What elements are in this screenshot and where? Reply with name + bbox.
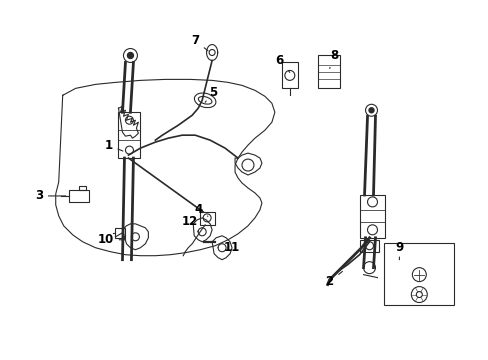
Text: 10: 10 bbox=[97, 233, 125, 246]
Text: 4: 4 bbox=[194, 203, 207, 216]
Text: 1: 1 bbox=[104, 139, 122, 152]
Text: 3: 3 bbox=[35, 189, 66, 202]
Circle shape bbox=[368, 108, 373, 113]
Circle shape bbox=[127, 53, 133, 58]
Text: 11: 11 bbox=[218, 241, 240, 254]
Text: 6: 6 bbox=[275, 54, 289, 72]
Text: 7: 7 bbox=[191, 34, 207, 51]
Text: 8: 8 bbox=[329, 49, 338, 68]
Text: 9: 9 bbox=[394, 241, 403, 260]
Text: 12: 12 bbox=[182, 215, 198, 232]
Text: 2: 2 bbox=[325, 271, 342, 288]
Text: 5: 5 bbox=[205, 86, 217, 102]
